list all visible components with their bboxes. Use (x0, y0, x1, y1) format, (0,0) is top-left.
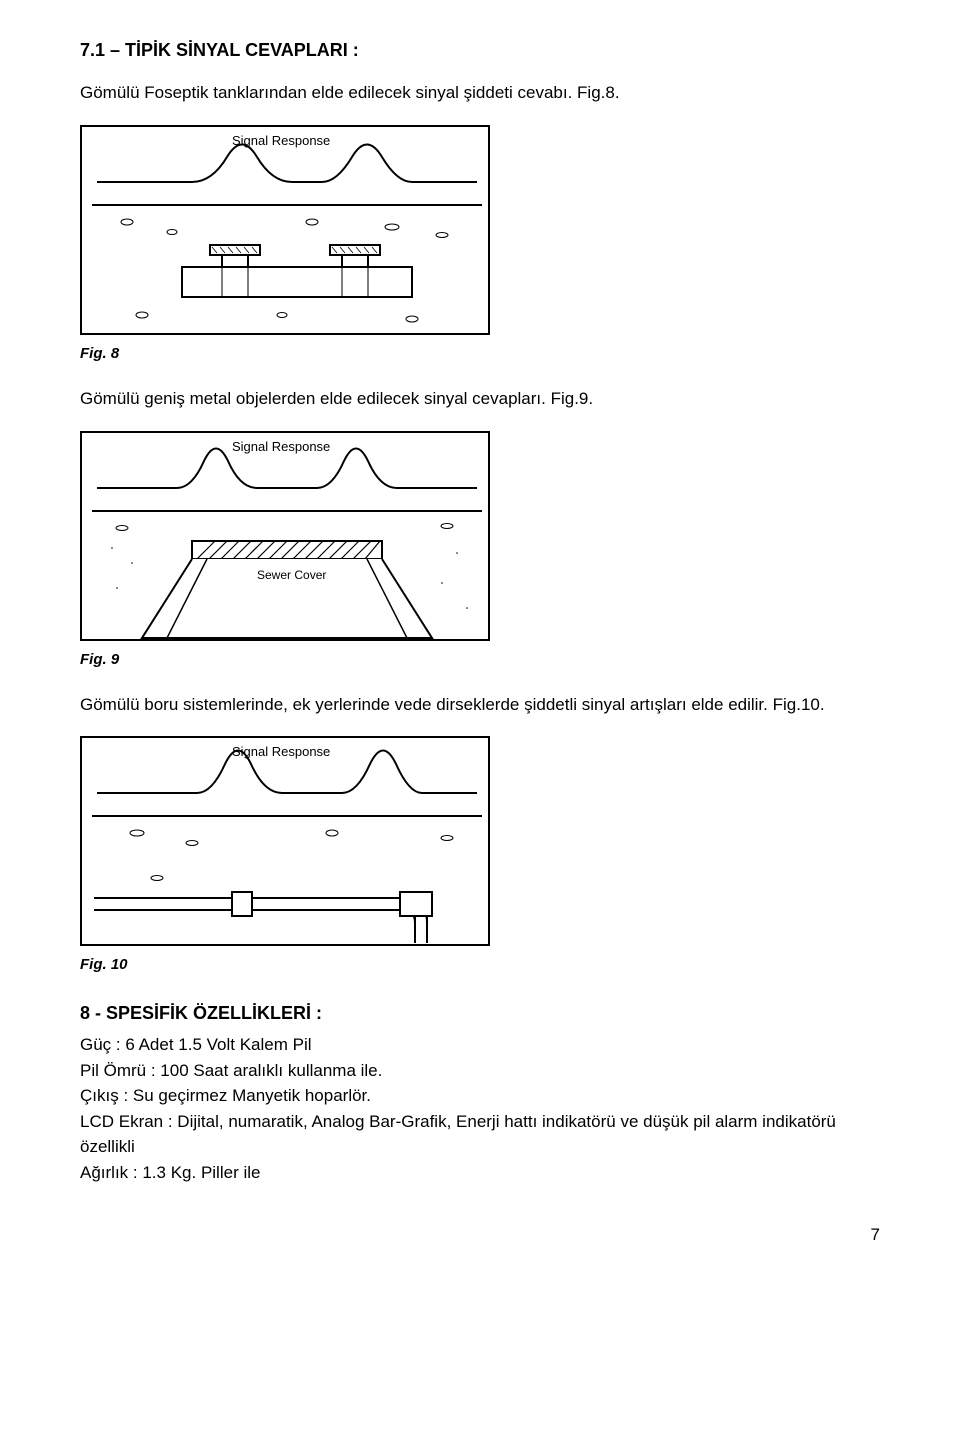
section-heading: 7.1 – TİPİK SİNYAL CEVAPLARI : (80, 40, 880, 61)
spec-line-3: LCD Ekran : Dijital, numaratik, Analog B… (80, 1109, 880, 1160)
spec-line-2: Çıkış : Su geçirmez Manyetik hoparlör. (80, 1083, 880, 1109)
fig9-caption: Fig. 9 (80, 651, 880, 668)
paragraph-1: Gömülü Foseptik tanklarından elde edilec… (80, 81, 880, 105)
figure-8: Signal Response (80, 125, 490, 335)
page-number: 7 (80, 1225, 880, 1245)
signal-label-fig10: Signal Response (232, 744, 330, 759)
fig10-svg (82, 738, 492, 948)
spec-line-0: Güç : 6 Adet 1.5 Volt Kalem Pil (80, 1032, 880, 1058)
fig8-svg (82, 127, 492, 337)
sewer-label-fig9: Sewer Cover (257, 568, 326, 582)
signal-label-fig8: Signal Response (232, 133, 330, 148)
fig9-svg (82, 433, 492, 643)
fig8-caption: Fig. 8 (80, 345, 880, 362)
paragraph-3: Gömülü boru sistemlerinde, ek yerlerinde… (80, 693, 880, 717)
specs-heading: 8 - SPESİFİK ÖZELLİKLERİ : (80, 1003, 880, 1024)
figure-9: Signal Response Sewer Cover (80, 431, 490, 641)
paragraph-2: Gömülü geniş metal objelerden elde edile… (80, 387, 880, 411)
figure-10: Signal Response (80, 736, 490, 946)
signal-label-fig9: Signal Response (232, 439, 330, 454)
fig10-caption: Fig. 10 (80, 956, 880, 973)
spec-line-4: Ağırlık : 1.3 Kg. Piller ile (80, 1160, 880, 1186)
spec-line-1: Pil Ömrü : 100 Saat aralıklı kullanma il… (80, 1058, 880, 1084)
